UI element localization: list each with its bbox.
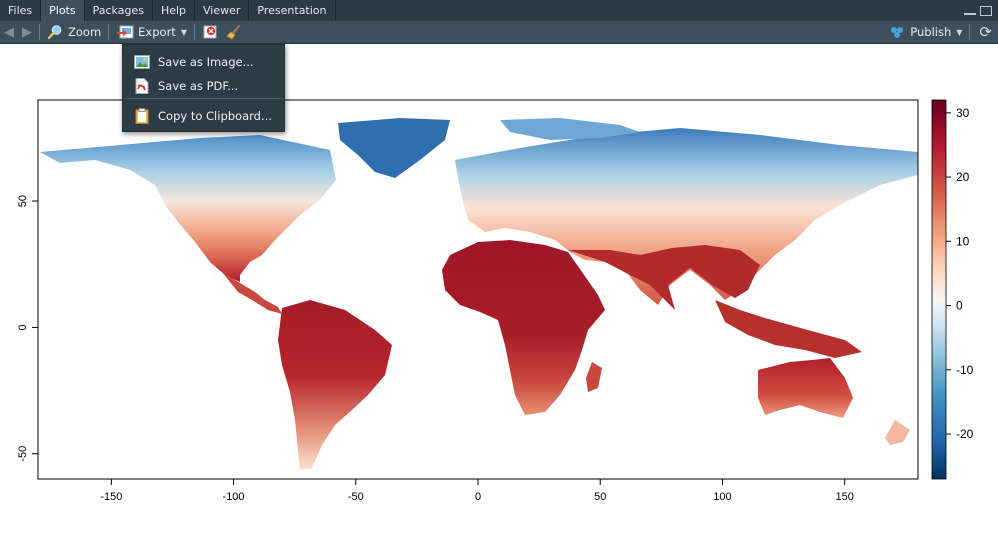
pane-window-controls bbox=[964, 0, 998, 21]
x-axis-tick-label: 150 bbox=[835, 491, 853, 503]
zoom-icon bbox=[47, 25, 62, 40]
landmass-eurasia bbox=[455, 128, 918, 305]
x-axis-tick-label: 0 bbox=[475, 491, 481, 503]
publish-icon bbox=[891, 27, 904, 38]
x-axis: -150 -100 -50 0 50 100 150 bbox=[100, 479, 854, 503]
export-icon bbox=[117, 25, 134, 39]
tab-viewer[interactable]: Viewer bbox=[195, 0, 250, 21]
toolbar-divider bbox=[193, 24, 195, 40]
refresh-icon[interactable]: ⟳ bbox=[979, 23, 992, 41]
copy-to-clipboard-menu-item[interactable]: Copy to Clipboard... bbox=[123, 105, 284, 127]
minimize-pane-icon[interactable] bbox=[964, 7, 976, 15]
tab-presentation[interactable]: Presentation bbox=[249, 0, 336, 21]
remove-plot-icon bbox=[203, 25, 217, 39]
plot-viewer: -150 -100 -50 0 50 100 150 -50 0 50 30 20 10 0 -10 -2… bbox=[0, 43, 998, 538]
landmass-north-america bbox=[40, 135, 336, 282]
y-axis-tick-label: 0 bbox=[17, 324, 29, 330]
chevron-down-icon: ▼ bbox=[956, 27, 963, 37]
toolbar-divider bbox=[969, 24, 971, 40]
landmass-new-zealand bbox=[885, 420, 910, 445]
landmass-africa bbox=[442, 240, 605, 415]
world-map-raster bbox=[40, 118, 918, 470]
landmass-greenland bbox=[338, 118, 450, 178]
colorbar-tick-label: 10 bbox=[956, 234, 970, 248]
colorbar-tick-label: 20 bbox=[956, 170, 970, 184]
colorbar bbox=[931, 99, 947, 480]
export-dropdown-menu: Save as Image... Save as PDF... Copy to … bbox=[122, 44, 285, 132]
chevron-down-icon: ▼ bbox=[180, 27, 187, 37]
landmass-south-america bbox=[278, 300, 392, 470]
toolbar-divider bbox=[39, 24, 40, 40]
x-axis-tick-label: 50 bbox=[594, 491, 606, 503]
colorbar-tick-label: -20 bbox=[956, 427, 974, 441]
landmass-southeast-asia bbox=[715, 300, 862, 358]
colorbar-tick-label: 0 bbox=[956, 299, 963, 313]
back-arrow-icon[interactable]: ◀ bbox=[4, 24, 14, 40]
y-axis: -50 0 50 bbox=[17, 195, 38, 462]
export-button[interactable]: Export ▼ bbox=[112, 21, 191, 43]
publish-label: Publish bbox=[910, 25, 952, 39]
menu-separator bbox=[123, 98, 284, 99]
clear-all-plots-button[interactable] bbox=[222, 21, 246, 43]
y-axis-tick-label: 50 bbox=[17, 195, 29, 207]
clipboard-icon bbox=[134, 108, 150, 124]
save-as-image-label: Save as Image... bbox=[158, 55, 254, 69]
x-axis-tick-label: -50 bbox=[348, 491, 364, 503]
pane-tab-bar: Files Plots Packages Help Viewer Present… bbox=[0, 0, 998, 21]
image-file-icon bbox=[134, 54, 150, 70]
zoom-label: Zoom bbox=[68, 25, 102, 39]
landmass-central-america bbox=[222, 272, 282, 314]
tab-help[interactable]: Help bbox=[153, 0, 196, 21]
save-as-pdf-label: Save as PDF... bbox=[158, 79, 239, 93]
landmass-madagascar bbox=[586, 362, 602, 392]
pdf-file-icon bbox=[134, 78, 150, 94]
x-axis-tick-label: -150 bbox=[100, 491, 122, 503]
colorbar-tick-label: -10 bbox=[956, 363, 974, 377]
remove-plot-button[interactable] bbox=[198, 21, 222, 43]
x-axis-tick-label: 100 bbox=[713, 491, 731, 503]
tab-packages[interactable]: Packages bbox=[85, 0, 153, 21]
tab-files[interactable]: Files bbox=[0, 0, 42, 21]
y-axis-tick-label: -50 bbox=[17, 446, 29, 462]
toolbar-divider bbox=[108, 24, 110, 40]
publish-button[interactable]: Publish ▼ bbox=[885, 21, 966, 43]
zoom-button[interactable]: Zoom bbox=[43, 21, 105, 43]
landmass-south-asia bbox=[568, 245, 760, 310]
colorbar-axis: 30 20 10 0 -10 -20 bbox=[946, 106, 974, 441]
save-as-pdf-menu-item[interactable]: Save as PDF... bbox=[123, 75, 284, 97]
plots-toolbar: ◀ ▶ Zoom Export ▼ bbox=[0, 21, 998, 44]
colorbar-tick-label: 30 bbox=[956, 106, 970, 120]
landmass-australia bbox=[758, 358, 853, 418]
copy-to-clipboard-label: Copy to Clipboard... bbox=[158, 109, 272, 123]
landmass-arctic-islands bbox=[500, 118, 640, 140]
forward-arrow-icon[interactable]: ▶ bbox=[22, 24, 32, 40]
broom-icon bbox=[226, 25, 240, 40]
maximize-pane-icon[interactable] bbox=[980, 5, 992, 16]
export-label: Export bbox=[138, 25, 176, 39]
x-axis-tick-label: -100 bbox=[223, 491, 245, 503]
save-as-image-menu-item[interactable]: Save as Image... bbox=[123, 51, 284, 73]
tab-plots[interactable]: Plots bbox=[41, 0, 85, 21]
